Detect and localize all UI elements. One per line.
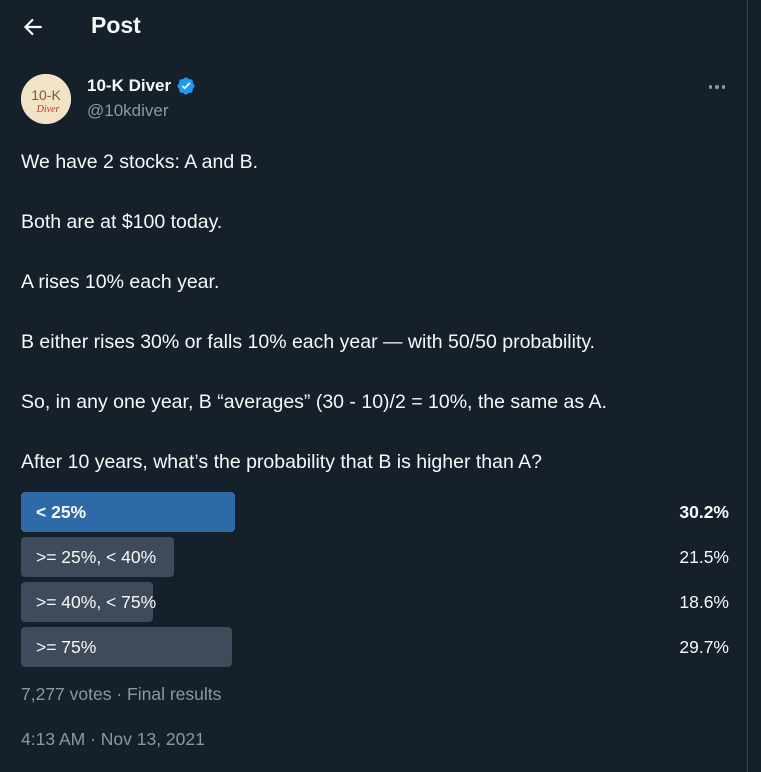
- tweet-line: So, in any one year, B “averages” (30 - …: [21, 391, 607, 413]
- top-bar: Post: [0, 0, 748, 53]
- tweet-line: Both are at $100 today.: [21, 211, 223, 233]
- tweet-line: B either rises 30% or falls 10% each yea…: [21, 331, 596, 353]
- poll-bar: [21, 537, 174, 577]
- poll-option: >= 40%, < 75% 18.6%: [21, 582, 731, 622]
- scrollbar-track[interactable]: [749, 0, 761, 772]
- poll-bar: [21, 492, 235, 532]
- poll-option-label: >= 75%: [36, 637, 97, 657]
- svg-text:Diver: Diver: [36, 104, 60, 115]
- page-title: Post: [91, 12, 141, 38]
- tweet-line: We have 2 stocks: A and B.: [21, 151, 259, 173]
- poll-option-label: >= 25%, < 40%: [36, 547, 157, 567]
- avatar[interactable]: 10-K Diver: [21, 74, 71, 124]
- poll-option: < 25% 30.2%: [21, 492, 731, 532]
- poll-option-label: >= 40%, < 75%: [36, 592, 157, 612]
- poll-option-label: < 25%: [36, 502, 87, 522]
- poll-option-percent: 30.2%: [679, 502, 729, 522]
- poll-option-percent: 29.7%: [679, 637, 729, 657]
- svg-text:10-K: 10-K: [31, 87, 61, 103]
- back-button[interactable]: [20, 14, 46, 40]
- poll-option: >= 75% 29.7%: [21, 627, 731, 667]
- timestamp-link[interactable]: 4:13 AM · Nov 13, 2021: [21, 729, 205, 749]
- poll-option-percent: 21.5%: [679, 547, 729, 567]
- poll-bar: [21, 582, 153, 622]
- poll-option: >= 25%, < 40% 21.5%: [21, 537, 731, 577]
- verified-badge-icon: [177, 77, 195, 95]
- avatar-logo-icon: 10-K Diver: [21, 74, 71, 124]
- more-dot-icon: [708, 85, 713, 89]
- author-handle[interactable]: @10kdiver: [87, 101, 169, 120]
- more-dot-icon: [715, 85, 719, 89]
- arrow-left-icon: [23, 18, 42, 36]
- more-options-button[interactable]: [700, 74, 734, 100]
- tweet-line: A rises 10% each year.: [21, 271, 220, 293]
- tweet-line: After 10 years, what’s the probability t…: [21, 451, 543, 473]
- poll-summary: 7,277 votes · Final results: [21, 684, 222, 704]
- author-name-text: 10-K Diver: [87, 76, 172, 95]
- poll-option-percent: 18.6%: [679, 592, 729, 612]
- poll-bar: [21, 627, 232, 667]
- more-dot-icon: [721, 85, 726, 89]
- author-name[interactable]: 10-K Diver: [87, 76, 196, 96]
